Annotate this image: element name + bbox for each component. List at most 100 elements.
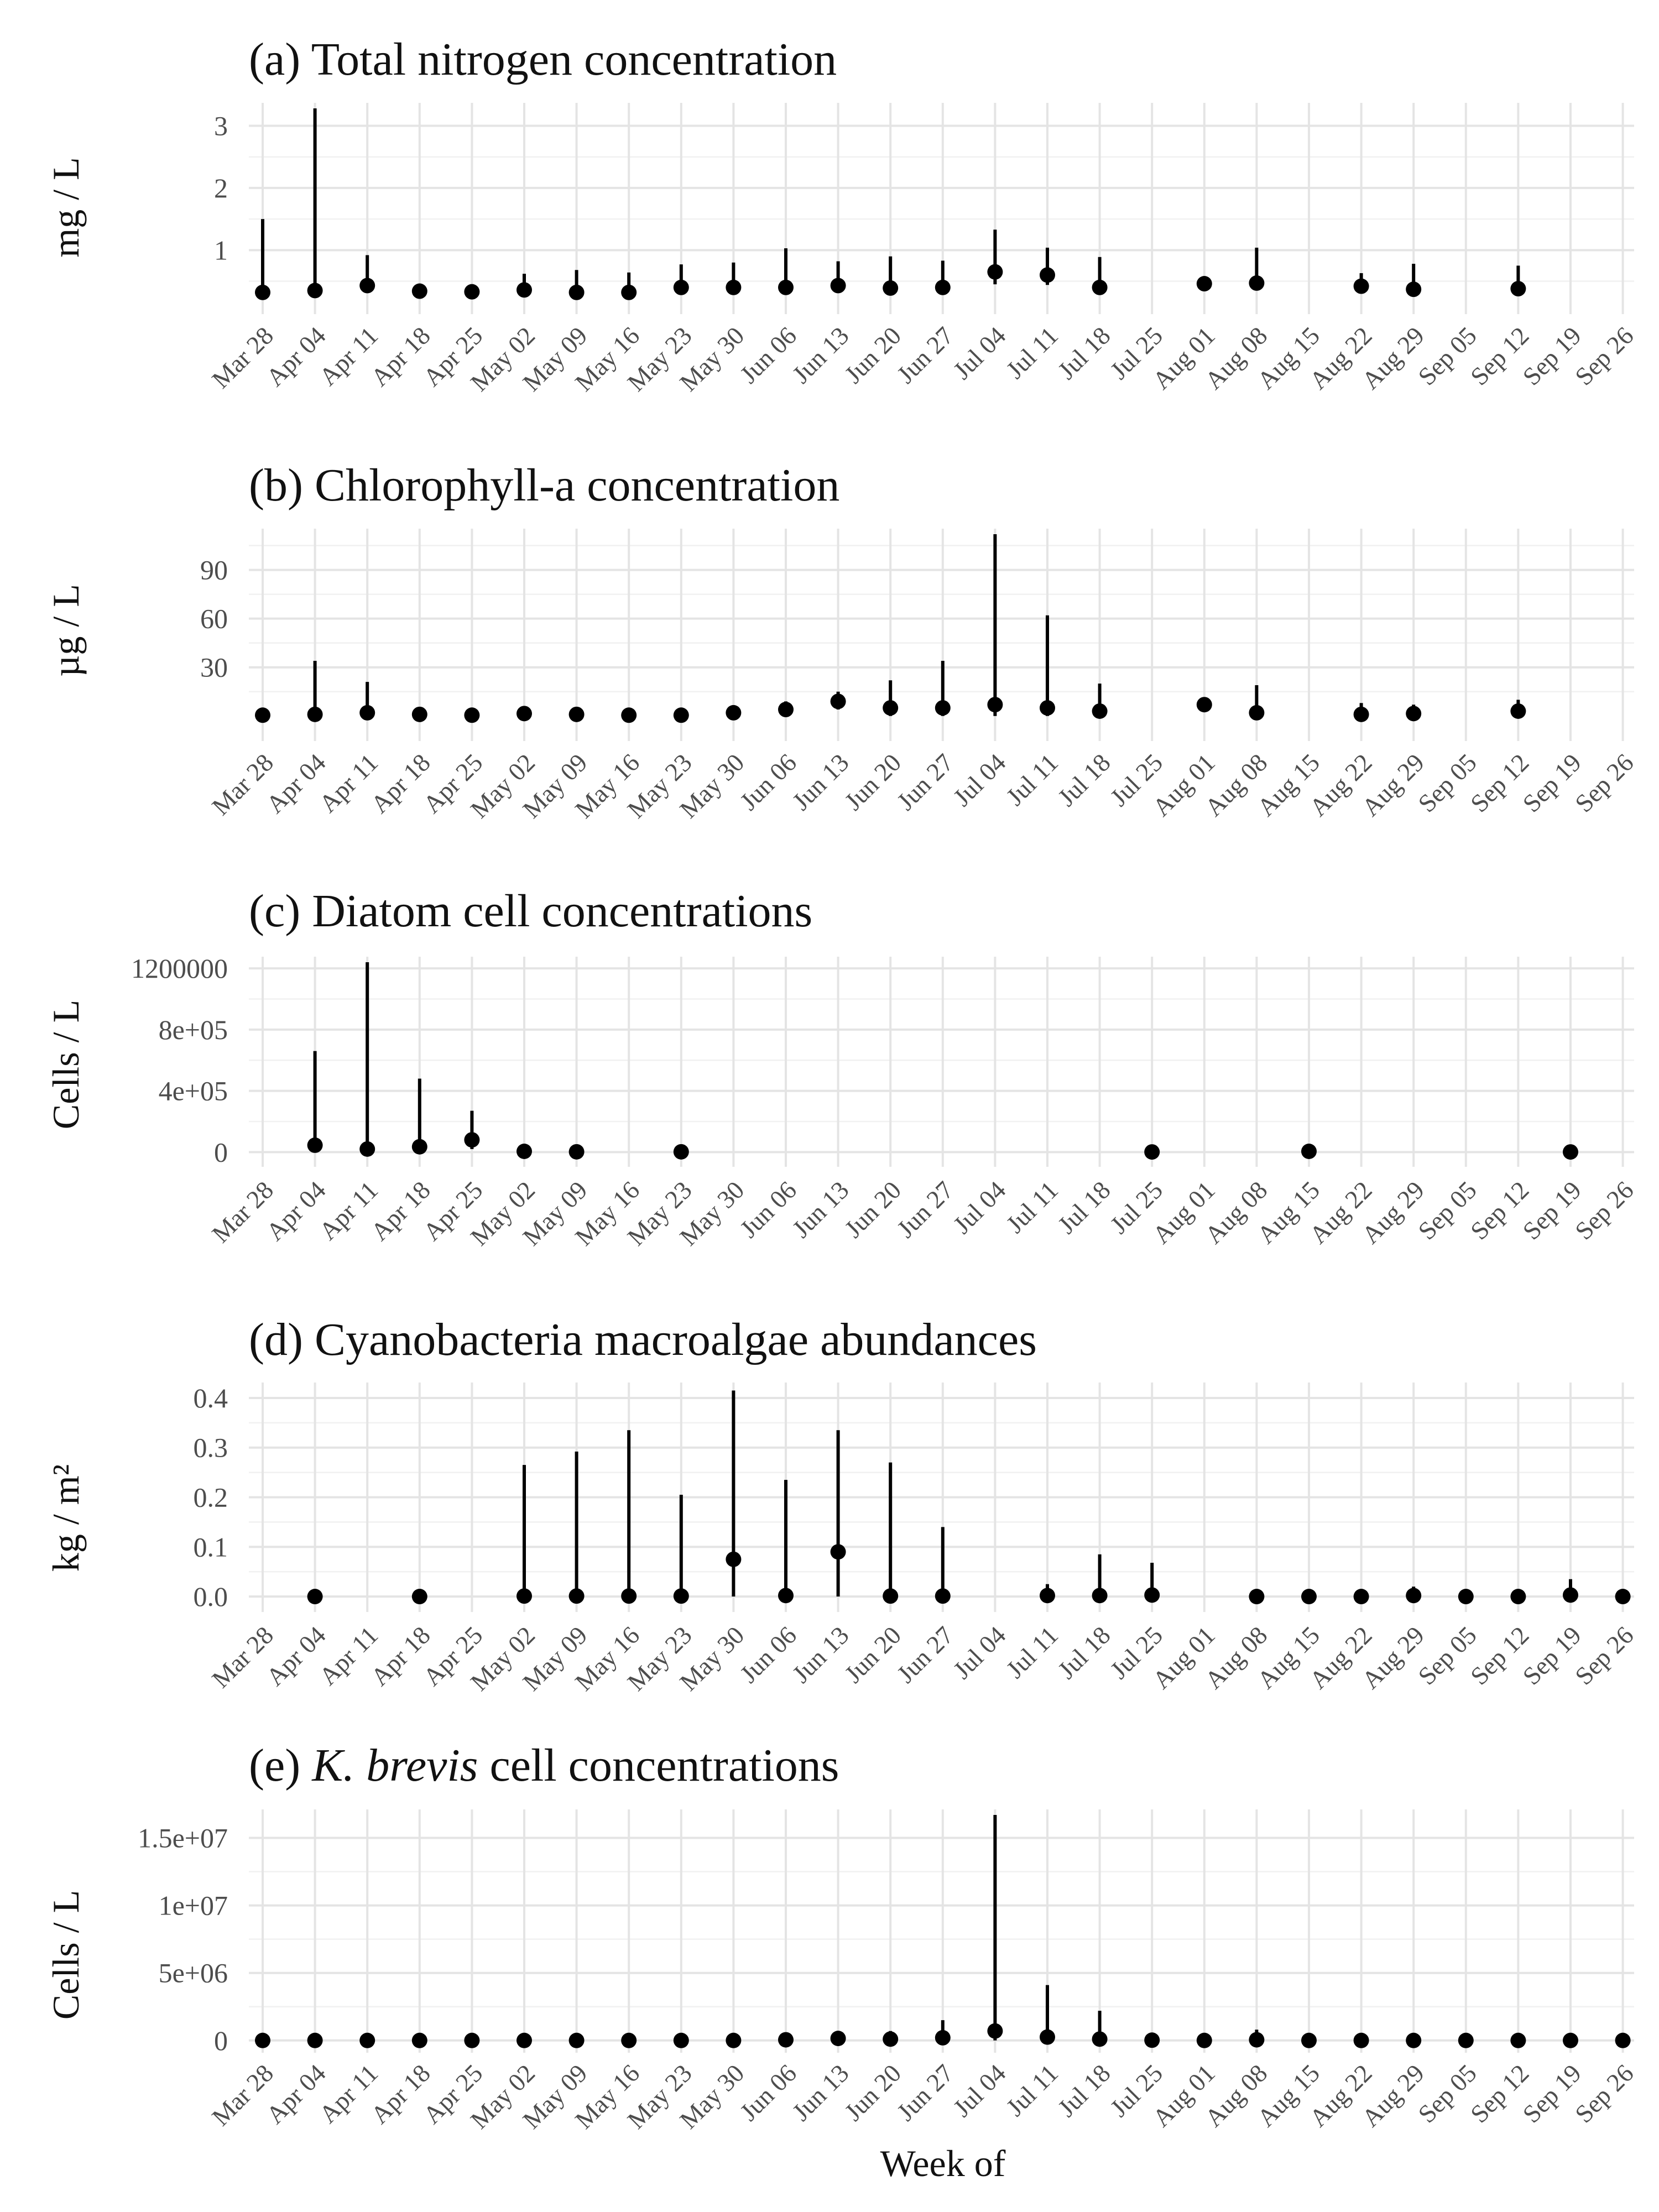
- data-point: [359, 278, 375, 294]
- data-point: [1144, 1144, 1160, 1160]
- data-point: [1301, 1144, 1317, 1159]
- data-point: [1563, 1587, 1578, 1603]
- data-point: [1196, 697, 1212, 713]
- y-tick-label: 0.3: [194, 1432, 228, 1463]
- data-point: [621, 707, 637, 723]
- data-point: [935, 700, 951, 716]
- data-point: [1196, 2032, 1212, 2048]
- panel-c-ylabel: Cells / L: [45, 1000, 87, 1129]
- data-point: [935, 2030, 951, 2046]
- data-point: [255, 2032, 270, 2048]
- data-point: [935, 279, 951, 295]
- data-point: [1510, 2032, 1526, 2048]
- data-point: [1249, 275, 1265, 291]
- data-point: [673, 707, 689, 723]
- data-point: [411, 706, 427, 722]
- data-point: [1510, 1589, 1526, 1605]
- y-tick-label: 4e+05: [159, 1076, 228, 1107]
- y-tick-label: 0: [214, 1136, 228, 1167]
- data-point: [307, 1589, 323, 1605]
- data-point: [464, 284, 480, 300]
- data-point: [411, 283, 427, 299]
- data-point: [307, 706, 323, 722]
- y-tick-label: 1.5e+07: [138, 1823, 228, 1854]
- data-point: [464, 2032, 480, 2048]
- data-point: [411, 2032, 427, 2048]
- data-point: [830, 1544, 846, 1560]
- data-point: [673, 279, 689, 295]
- data-point: [726, 2032, 742, 2048]
- data-point: [411, 1139, 427, 1155]
- data-point: [1092, 279, 1108, 295]
- data-point: [987, 264, 1003, 280]
- data-point: [987, 2023, 1003, 2039]
- data-point: [1406, 706, 1422, 722]
- data-point: [568, 1588, 585, 1604]
- data-point: [1196, 276, 1212, 292]
- data-point: [1615, 1589, 1631, 1605]
- data-point: [778, 702, 794, 718]
- data-point: [1092, 703, 1108, 719]
- panel-d-title: (d) Cyanobacteria macroalgae abundances: [249, 1314, 1037, 1365]
- data-point: [1406, 2032, 1422, 2048]
- data-point: [1092, 2031, 1108, 2047]
- y-tick-label: 8e+05: [159, 1014, 228, 1045]
- panel-e-title-prefix: (e): [249, 1740, 312, 1791]
- y-tick-label: 90: [200, 555, 228, 586]
- panel-e-title: (e) K. brevis cell concentrations: [249, 1740, 839, 1791]
- data-point: [255, 707, 270, 723]
- data-point: [883, 2031, 899, 2047]
- data-point: [1510, 703, 1526, 719]
- panel-c-title: (c) Diatom cell concentrations: [249, 885, 812, 937]
- data-point: [987, 697, 1003, 713]
- data-point: [778, 279, 794, 295]
- data-point: [359, 1141, 375, 1157]
- data-point: [673, 2032, 689, 2048]
- data-point: [778, 1588, 794, 1604]
- y-tick-label: 0.4: [194, 1383, 228, 1413]
- y-tick-label: 0: [214, 2025, 228, 2056]
- data-point: [1301, 1589, 1317, 1605]
- data-point: [307, 2032, 323, 2048]
- panel-a-ylabel: mg / L: [45, 157, 87, 257]
- data-point: [883, 700, 899, 716]
- data-point: [1353, 1589, 1369, 1605]
- data-point: [1040, 2029, 1055, 2045]
- data-point: [568, 284, 585, 300]
- data-point: [1144, 1587, 1160, 1603]
- data-point: [359, 705, 375, 721]
- data-point: [830, 2031, 846, 2047]
- panel-e-ylabel: Cells / L: [45, 1890, 87, 2020]
- data-point: [1406, 1588, 1422, 1604]
- data-point: [1458, 2032, 1474, 2048]
- data-point: [359, 2032, 375, 2048]
- data-point: [621, 2032, 637, 2048]
- data-point: [255, 284, 270, 300]
- data-point: [1615, 2032, 1631, 2048]
- data-point: [1301, 2032, 1317, 2048]
- y-tick-label: 3: [214, 110, 228, 141]
- data-point: [1563, 1144, 1578, 1160]
- data-point: [1458, 1589, 1474, 1605]
- panel-a-title: (a) Total nitrogen concentration: [249, 34, 837, 85]
- panel-b-title: (b) Chlorophyll-a concentration: [249, 460, 839, 511]
- panel-e-title-italic: K. brevis: [311, 1740, 478, 1791]
- data-point: [1353, 278, 1369, 294]
- data-point: [1353, 706, 1369, 722]
- data-point: [726, 1551, 742, 1567]
- data-point: [411, 1589, 427, 1605]
- data-point: [726, 705, 742, 721]
- y-tick-label: 0.2: [194, 1482, 228, 1513]
- y-tick-label: 1e+07: [159, 1890, 228, 1921]
- data-point: [307, 1137, 323, 1153]
- data-point: [517, 2032, 532, 2048]
- data-point: [1144, 2032, 1160, 2048]
- data-point: [726, 279, 742, 295]
- data-point: [307, 283, 323, 299]
- y-tick-label: 2: [214, 173, 228, 204]
- data-point: [1353, 2032, 1369, 2048]
- data-point: [1510, 281, 1526, 297]
- y-tick-label: 0.0: [194, 1581, 228, 1612]
- panel-e-title-suffix: cell concentrations: [478, 1740, 839, 1791]
